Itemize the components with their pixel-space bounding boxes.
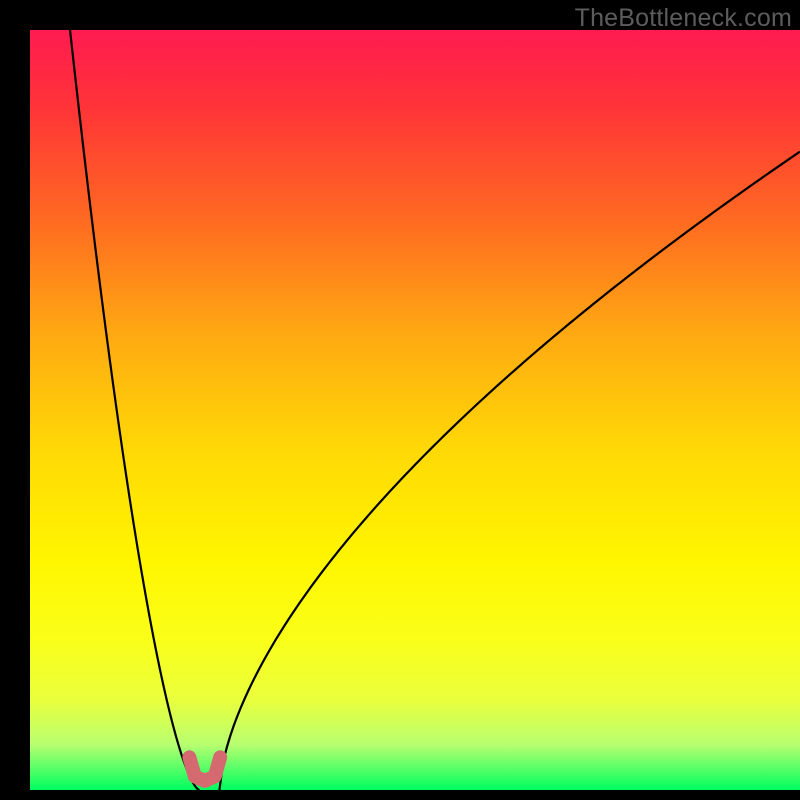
watermark-text: TheBottleneck.com xyxy=(575,4,792,33)
plot-area xyxy=(30,30,800,790)
operating-point-marker xyxy=(189,757,220,781)
left-curve xyxy=(70,30,199,790)
bottleneck-curves xyxy=(30,30,800,790)
right-curve xyxy=(219,152,800,790)
